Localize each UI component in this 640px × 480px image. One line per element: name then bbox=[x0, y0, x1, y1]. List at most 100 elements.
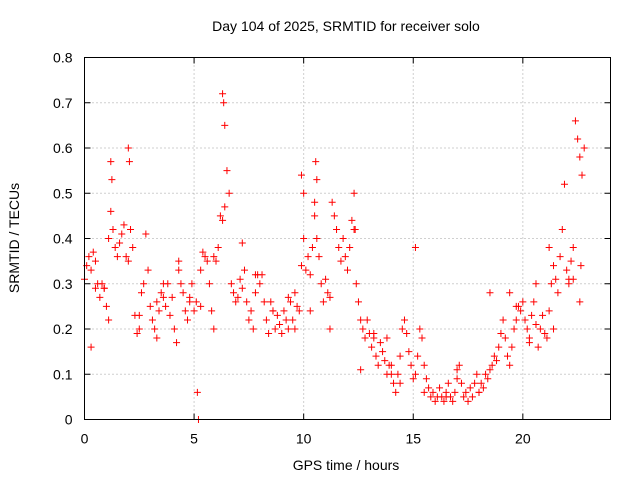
data-point bbox=[532, 280, 540, 288]
x-tick-label: 0 bbox=[81, 431, 89, 447]
data-point bbox=[289, 316, 297, 324]
data-point bbox=[418, 334, 426, 342]
data-point bbox=[208, 307, 216, 315]
data-point bbox=[552, 275, 560, 283]
data-point bbox=[436, 384, 444, 392]
y-tick-label: 0.6 bbox=[53, 140, 73, 156]
data-point bbox=[387, 361, 395, 369]
data-point bbox=[422, 375, 430, 383]
data-point bbox=[219, 216, 227, 224]
data-point bbox=[554, 289, 562, 297]
data-point bbox=[249, 325, 257, 333]
data-point bbox=[506, 361, 514, 369]
data-point bbox=[144, 266, 152, 274]
data-point bbox=[142, 230, 150, 238]
data-point bbox=[574, 135, 582, 143]
data-point bbox=[175, 257, 183, 265]
data-point bbox=[352, 280, 360, 288]
data-point bbox=[212, 257, 220, 265]
data-point bbox=[379, 348, 387, 356]
data-point bbox=[368, 343, 376, 351]
data-point bbox=[361, 334, 369, 342]
grid-lines bbox=[84, 57, 611, 420]
data-point bbox=[532, 320, 540, 328]
data-point bbox=[464, 397, 472, 405]
data-point bbox=[85, 253, 93, 261]
data-point bbox=[221, 121, 229, 129]
data-point bbox=[245, 316, 253, 324]
data-point bbox=[344, 266, 351, 274]
data-point bbox=[153, 298, 161, 306]
data-point bbox=[269, 307, 277, 315]
y-tick-label: 0.7 bbox=[53, 95, 73, 111]
data-point bbox=[127, 225, 135, 233]
data-point bbox=[521, 316, 529, 324]
data-point bbox=[129, 244, 137, 252]
data-point bbox=[91, 284, 99, 292]
y-tick-label: 0.1 bbox=[53, 366, 73, 382]
chart-title: Day 104 of 2025, SRMTID for receiver sol… bbox=[212, 18, 480, 34]
data-point bbox=[221, 203, 229, 211]
data-point bbox=[545, 244, 553, 252]
data-point bbox=[170, 325, 178, 333]
data-point bbox=[184, 316, 192, 324]
data-point bbox=[230, 289, 238, 297]
data-point bbox=[383, 370, 391, 378]
data-point bbox=[442, 393, 450, 401]
data-point bbox=[159, 293, 167, 301]
data-point bbox=[457, 379, 465, 387]
data-point bbox=[297, 171, 305, 179]
data-point bbox=[495, 343, 503, 351]
data-point bbox=[291, 325, 299, 333]
data-point bbox=[326, 325, 334, 333]
data-point bbox=[91, 257, 99, 265]
data-point bbox=[519, 298, 527, 306]
data-point bbox=[315, 253, 323, 261]
data-point bbox=[102, 302, 110, 310]
data-point bbox=[468, 393, 476, 401]
data-point bbox=[223, 167, 231, 175]
data-point bbox=[479, 384, 487, 392]
data-point bbox=[571, 117, 579, 125]
data-point bbox=[216, 212, 224, 220]
data-point bbox=[256, 280, 264, 288]
data-point bbox=[339, 235, 347, 242]
data-point bbox=[536, 325, 544, 333]
data-point bbox=[354, 298, 362, 306]
data-point bbox=[556, 253, 564, 261]
data-point bbox=[357, 366, 365, 374]
data-point bbox=[313, 235, 321, 242]
data-point bbox=[153, 334, 161, 342]
y-tick-label: 0.5 bbox=[53, 185, 73, 201]
data-point bbox=[394, 370, 402, 378]
data-point bbox=[282, 316, 290, 324]
axis-ticks bbox=[84, 57, 611, 420]
data-point bbox=[205, 280, 213, 288]
data-point bbox=[201, 253, 209, 261]
data-point bbox=[140, 280, 148, 288]
y-axis-label: SRMTID / TECUs bbox=[6, 183, 22, 293]
data-point bbox=[453, 375, 461, 383]
data-point bbox=[203, 257, 211, 265]
data-point bbox=[137, 289, 145, 297]
data-point bbox=[219, 90, 227, 98]
data-point bbox=[247, 307, 255, 315]
data-point bbox=[497, 330, 505, 338]
data-point bbox=[558, 225, 566, 233]
data-point bbox=[190, 307, 198, 315]
data-point bbox=[346, 244, 354, 252]
data-point bbox=[284, 293, 292, 301]
data-point bbox=[291, 289, 299, 297]
x-tick-label: 20 bbox=[515, 431, 531, 447]
data-point bbox=[341, 253, 349, 261]
data-point bbox=[146, 302, 154, 310]
data-point bbox=[107, 158, 115, 166]
data-point bbox=[234, 293, 242, 301]
data-point bbox=[311, 198, 319, 206]
data-point bbox=[148, 316, 156, 324]
data-point bbox=[306, 271, 314, 279]
data-point bbox=[311, 212, 319, 220]
data-points bbox=[81, 90, 588, 423]
data-point bbox=[374, 361, 382, 369]
